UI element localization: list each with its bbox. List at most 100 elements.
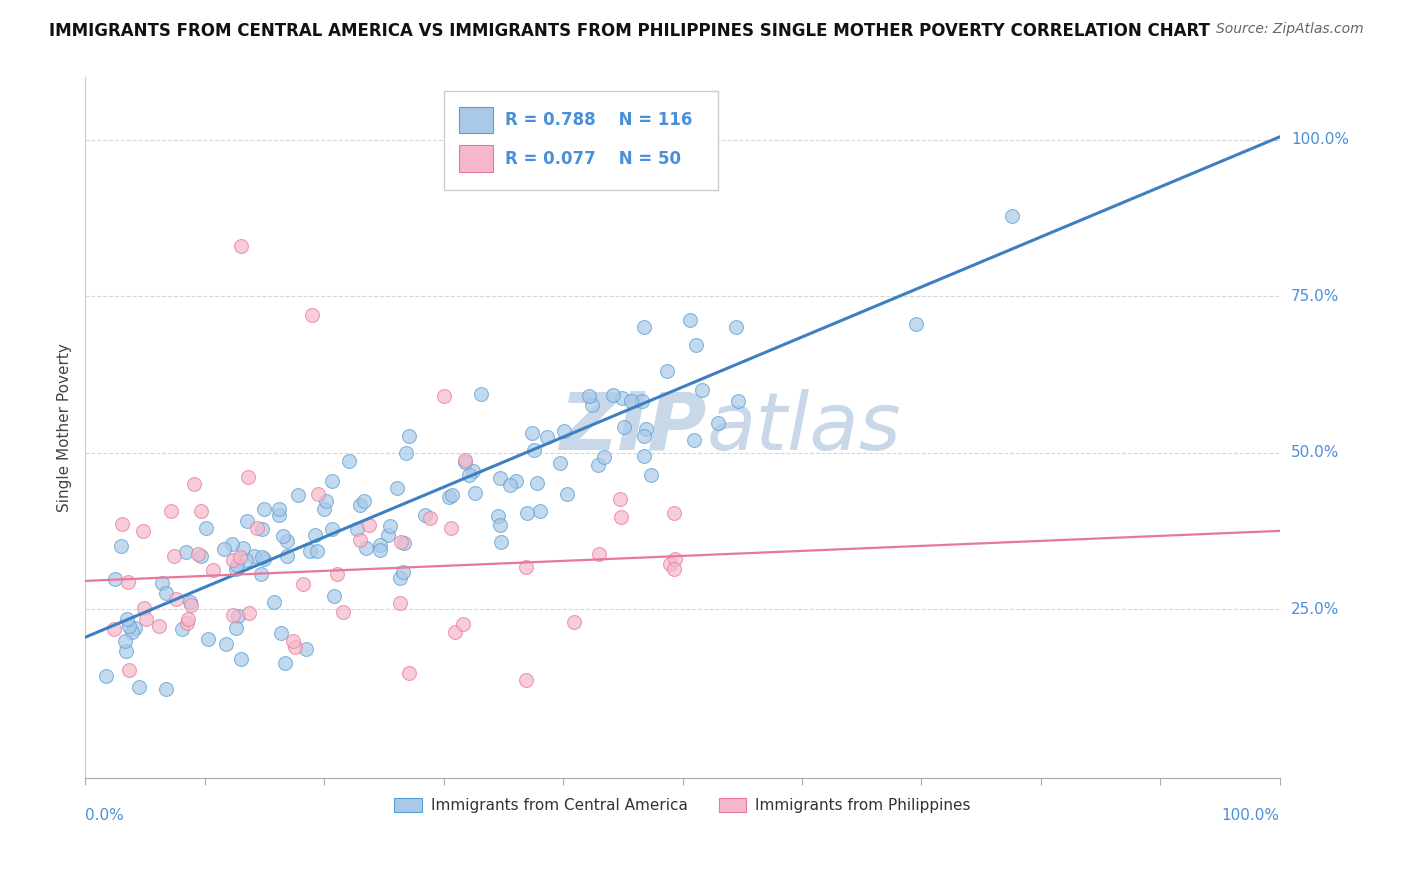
Point: [250, 567, 273, 582]
Point: [522, 426, 544, 441]
Point: [685, 338, 707, 352]
Point: [215, 637, 238, 651]
Point: [523, 442, 546, 457]
Point: [610, 509, 633, 524]
Point: [620, 394, 643, 409]
Point: [160, 504, 183, 518]
Point: [349, 533, 371, 547]
Point: [631, 394, 654, 409]
Point: [389, 534, 412, 549]
Point: [118, 619, 141, 633]
FancyBboxPatch shape: [460, 107, 492, 134]
Point: [380, 519, 402, 533]
Point: [170, 622, 193, 636]
Point: [307, 543, 329, 558]
Point: [443, 624, 465, 639]
Point: [114, 633, 136, 648]
Point: [683, 433, 706, 447]
Point: [664, 562, 686, 576]
Point: [267, 502, 290, 516]
Point: [103, 622, 125, 636]
Text: 25.0%: 25.0%: [1291, 601, 1339, 616]
Text: 100.0%: 100.0%: [1222, 808, 1279, 823]
Point: [385, 481, 408, 495]
Point: [368, 538, 391, 552]
Point: [235, 553, 257, 567]
Point: [529, 504, 551, 518]
Point: [398, 429, 420, 443]
Point: [117, 574, 139, 589]
Point: [155, 586, 177, 600]
Point: [634, 422, 657, 436]
Point: [222, 608, 245, 623]
Point: [515, 559, 537, 574]
Point: [128, 680, 150, 694]
Point: [180, 598, 202, 612]
Point: [326, 567, 349, 582]
Point: [222, 552, 245, 566]
Point: [195, 521, 218, 535]
Point: [165, 592, 187, 607]
Point: [281, 634, 304, 648]
Point: [197, 632, 219, 646]
Point: [357, 517, 380, 532]
Point: [707, 416, 730, 430]
Point: [437, 490, 460, 504]
Point: [536, 430, 558, 444]
Point: [135, 611, 157, 625]
Point: [321, 522, 343, 536]
Point: [489, 534, 512, 549]
Point: [640, 468, 662, 483]
Point: [155, 681, 177, 696]
Point: [633, 449, 655, 463]
Point: [346, 522, 368, 536]
Point: [398, 665, 420, 680]
Point: [602, 388, 624, 402]
Point: [394, 446, 416, 460]
Point: [633, 429, 655, 443]
Point: [457, 468, 479, 483]
Point: [229, 239, 252, 253]
Point: [274, 657, 297, 671]
Point: [276, 533, 298, 548]
Point: [121, 625, 143, 640]
Point: [454, 455, 477, 469]
Text: R = 0.077    N = 50: R = 0.077 N = 50: [505, 150, 681, 168]
Text: 50.0%: 50.0%: [1291, 445, 1339, 460]
Point: [253, 502, 276, 516]
Text: R = 0.788    N = 116: R = 0.788 N = 116: [505, 112, 692, 129]
Point: [454, 453, 477, 467]
Point: [187, 547, 209, 561]
Point: [304, 528, 326, 542]
Text: 100.0%: 100.0%: [1291, 133, 1348, 147]
Point: [118, 663, 141, 677]
Point: [111, 516, 134, 531]
Point: [332, 605, 354, 619]
Point: [353, 494, 375, 508]
Point: [226, 558, 249, 572]
Point: [321, 474, 343, 488]
Point: [610, 392, 633, 406]
Point: [267, 508, 290, 522]
Point: [96, 669, 118, 683]
Point: [526, 475, 548, 490]
Point: [548, 456, 571, 470]
Point: [301, 308, 323, 322]
Point: [1001, 209, 1024, 223]
Legend: Immigrants from Central America, Immigrants from Philippines: Immigrants from Central America, Immigra…: [388, 791, 977, 820]
Text: 0.0%: 0.0%: [86, 808, 124, 823]
Point: [349, 498, 371, 512]
Point: [183, 476, 205, 491]
Point: [655, 364, 678, 378]
Point: [298, 543, 321, 558]
Point: [221, 537, 243, 551]
Point: [246, 521, 269, 535]
Point: [692, 384, 714, 398]
Point: [724, 320, 747, 334]
Point: [228, 608, 250, 623]
Point: [238, 606, 260, 620]
Point: [232, 541, 254, 555]
Point: [284, 640, 307, 655]
Point: [134, 600, 156, 615]
Point: [177, 612, 200, 626]
